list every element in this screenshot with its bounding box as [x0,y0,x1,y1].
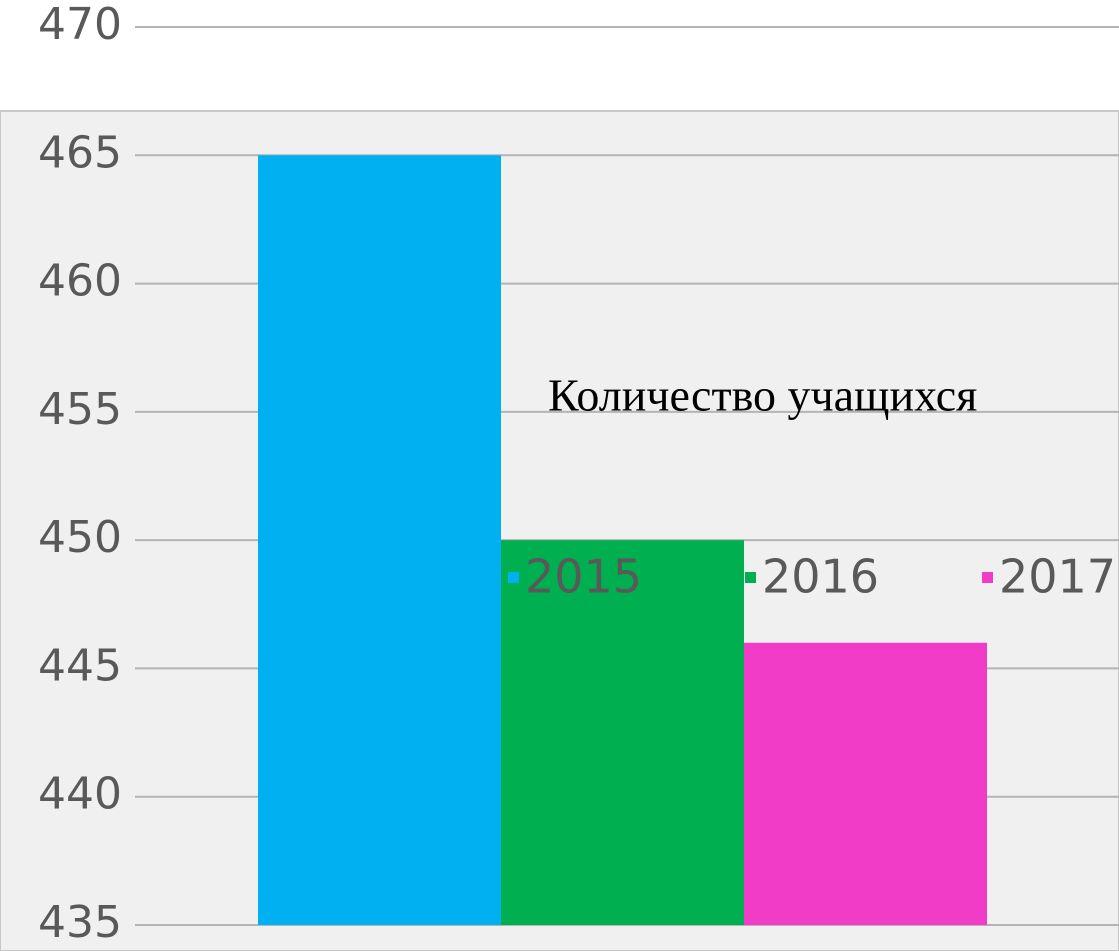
y-tick-label: 435 [38,897,122,948]
y-tick-label: 445 [38,640,122,691]
legend-label: 2015 [525,550,642,604]
bar [501,540,744,925]
y-tick-label: 450 [38,512,122,563]
y-tick-label: 440 [38,769,122,820]
bar [744,642,987,925]
chart-title: Количество учащихся [548,370,977,421]
y-tick-label: 470 [38,0,122,50]
y-tick-label: 460 [38,256,122,307]
legend-marker [982,572,993,583]
bar [258,155,501,926]
legend: 2015 2016 2017 [508,550,1116,604]
legend-marker [745,572,756,583]
bars [258,155,987,926]
legend-label: 2017 [999,550,1116,604]
y-tick-label: 455 [38,384,122,435]
legend-marker [508,572,519,583]
y-tick-label: 465 [38,127,122,178]
legend-label: 2016 [762,550,879,604]
